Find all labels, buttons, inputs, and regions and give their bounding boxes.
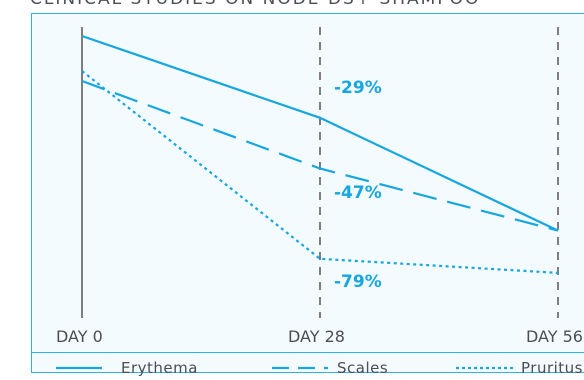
chart-frame [31, 13, 584, 373]
tick-label-day-56: DAY 56 [526, 327, 583, 346]
tick-label-day-28: DAY 28 [288, 327, 345, 346]
legend-divider [31, 352, 584, 353]
series-line-scales [81, 79, 559, 232]
annotation-pruritus: -79% [334, 272, 382, 292]
legend-label-pruritus: Pruritus [521, 359, 583, 377]
legend-label-scales: Scales [337, 359, 389, 377]
series-line-pruritus [81, 70, 559, 274]
tick-label-day-0: DAY 0 [56, 327, 103, 346]
legend-swatch-solid [56, 366, 102, 370]
annotation-scales: -47% [334, 183, 382, 203]
legend-swatch-dashed [272, 366, 328, 370]
legend-swatch-dotted [456, 366, 516, 370]
series-line-erythema [81, 34, 559, 232]
legend-label-erythema: Erythema [121, 359, 198, 377]
annotation-erythema: -29% [334, 78, 382, 98]
chart-title: CLINICAL STUDIES ON NODE DS+ SHAMPOO [30, 0, 480, 9]
